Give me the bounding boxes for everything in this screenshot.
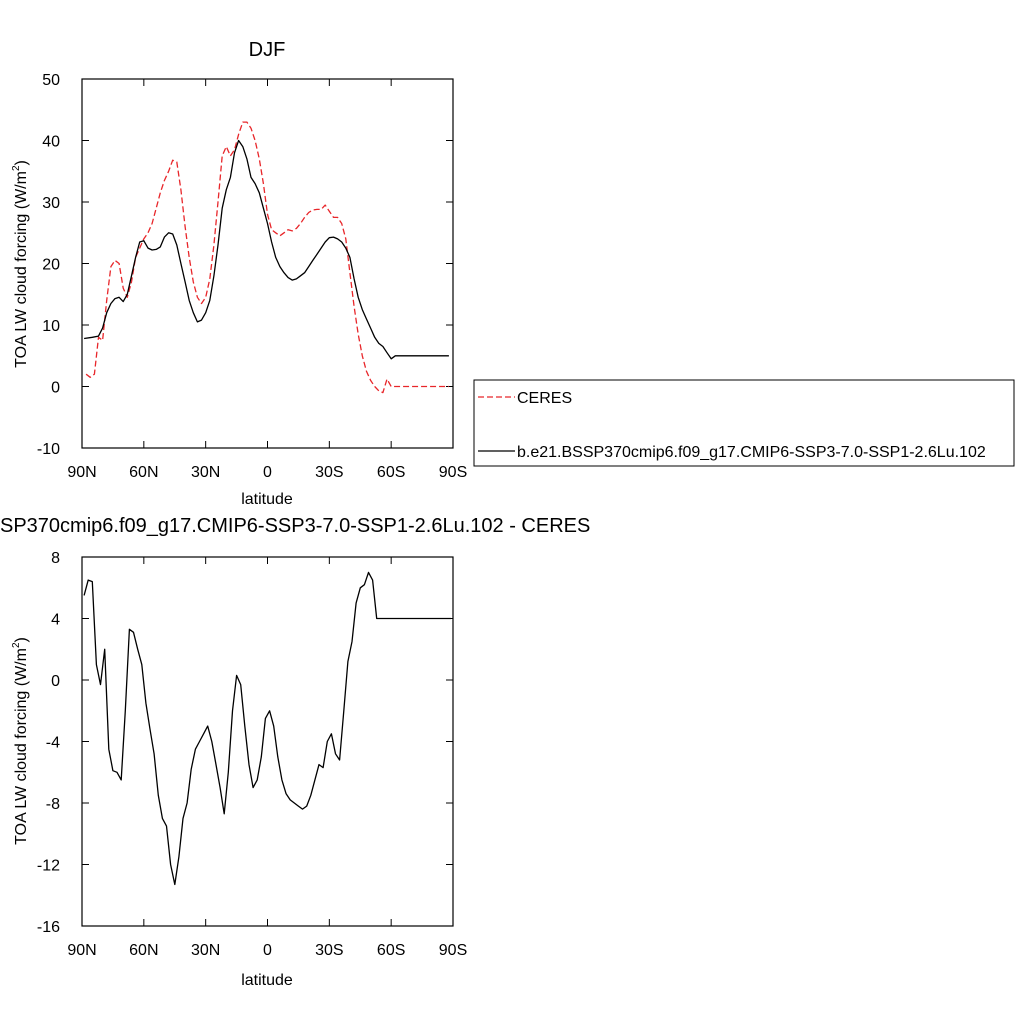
x-tick-label: 90N bbox=[67, 464, 96, 481]
x-tick-label: 30N bbox=[191, 942, 220, 959]
top-panel-ylabel: TOA LW cloud forcing (W/m2) bbox=[11, 160, 30, 368]
bottom-panel-xlabel: latitude bbox=[241, 972, 293, 989]
bottom-plot-frame bbox=[81, 556, 454, 927]
y-tick-label: -12 bbox=[37, 858, 60, 875]
bottom-panel: SP370cmip6.f09_g17.CMIP6-SSP3-7.0-SSP1-2… bbox=[0, 515, 590, 989]
y-tick-label: 40 bbox=[42, 134, 60, 151]
legend-label-ceres: CERES bbox=[517, 390, 572, 407]
x-tick-label: 60N bbox=[129, 942, 158, 959]
y-tick-label: 4 bbox=[51, 612, 60, 629]
y-tick-label: -10 bbox=[37, 441, 60, 458]
legend: CERES b.e21.BSSP370cmip6.f09_g17.CMIP6-S… bbox=[473, 379, 1015, 467]
y-tick-label: 20 bbox=[42, 257, 60, 274]
bottom-panel-title: SP370cmip6.f09_g17.CMIP6-SSP3-7.0-SSP1-2… bbox=[0, 515, 590, 537]
series-line-1 bbox=[84, 139, 449, 360]
top-panel: DJF TOA LW cloud forcing (W/m2) latitude… bbox=[11, 39, 467, 508]
x-tick-label: 60N bbox=[129, 464, 158, 481]
x-tick-label: 60S bbox=[377, 464, 405, 481]
x-tick-label: 0 bbox=[263, 464, 272, 481]
x-tick-label: 90S bbox=[439, 942, 467, 959]
legend-box bbox=[473, 379, 1015, 467]
y-tick-label: -16 bbox=[37, 919, 60, 936]
y-tick-label: -4 bbox=[46, 735, 60, 752]
bottom-panel-ylabel: TOA LW cloud forcing (W/m2) bbox=[11, 637, 30, 845]
top-y-ticks: -10 0 10 20 30 40 50 bbox=[37, 72, 453, 458]
top-panel-title: DJF bbox=[249, 39, 286, 61]
bottom-series-lines bbox=[83, 571, 451, 886]
top-x-ticks: 90N 60N 30N 0 30S 60S 90S bbox=[67, 79, 467, 481]
top-plot-frame bbox=[81, 78, 454, 449]
y-tick-label: 10 bbox=[42, 318, 60, 335]
bottom-y-ticks: -16 -12 -8 -4 0 4 8 bbox=[37, 550, 453, 936]
x-tick-label: 60S bbox=[377, 942, 405, 959]
top-panel-xlabel: latitude bbox=[241, 491, 293, 508]
y-tick-label: 8 bbox=[51, 550, 60, 567]
y-tick-label: 50 bbox=[42, 72, 60, 89]
legend-label-model: b.e21.BSSP370cmip6.f09_g17.CMIP6-SSP3-7.… bbox=[517, 444, 986, 461]
x-tick-label: 0 bbox=[263, 942, 272, 959]
x-tick-label: 30S bbox=[315, 942, 343, 959]
series-line-0 bbox=[83, 571, 451, 886]
top-series-lines bbox=[84, 121, 449, 394]
x-tick-label: 90N bbox=[67, 942, 96, 959]
y-tick-label: 0 bbox=[51, 380, 60, 397]
x-tick-label: 90S bbox=[439, 464, 467, 481]
x-tick-label: 30N bbox=[191, 464, 220, 481]
x-tick-label: 30S bbox=[315, 464, 343, 481]
bottom-x-ticks: 90N 60N 30N 0 30S 60S 90S bbox=[67, 557, 467, 959]
y-tick-label: 0 bbox=[51, 673, 60, 690]
y-tick-label: 30 bbox=[42, 195, 60, 212]
y-tick-label: -8 bbox=[46, 796, 60, 813]
series-line-0 bbox=[85, 121, 449, 394]
